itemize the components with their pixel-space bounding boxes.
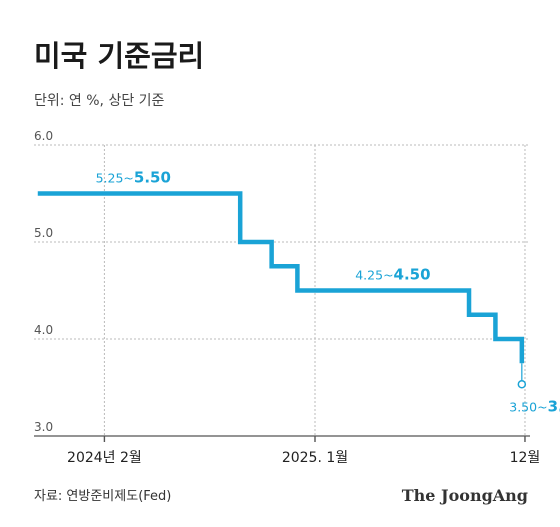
x-tick-label: 2025. 1월 <box>282 450 348 466</box>
y-tick-label: 3.0 <box>34 420 53 434</box>
y-tick-label: 6.0 <box>34 129 53 143</box>
unit-label: 단위: 연 %, 상단 기준 <box>34 93 165 109</box>
y-axis-ticks: 6.0 5.0 4.0 3.0 <box>34 129 53 434</box>
rate-range-low: 3.50~ <box>509 399 547 414</box>
chart-title: 미국 기준금리 <box>34 39 204 73</box>
rate-step-line <box>37 191 525 364</box>
series <box>37 191 527 389</box>
rate-range-label: 5.25~5.50 <box>96 169 171 187</box>
rate-range-low: 4.25~ <box>355 268 393 283</box>
x-tick-label: 2024년 2월 <box>67 450 142 466</box>
end-point-marker <box>517 380 527 389</box>
publisher-logo: The JoongAng <box>402 486 528 505</box>
rate-range-high: 4.50 <box>394 266 431 284</box>
x-tick-label: 12월 <box>510 450 541 466</box>
rate-range-high: 3.75 <box>548 397 560 415</box>
source-note: 자료: 연방준비제도(Fed) <box>34 489 171 504</box>
annotations: 5.25~5.50 4.25~4.50 3.50~3.75 <box>96 169 560 416</box>
rate-range-label: 4.25~4.50 <box>355 266 430 284</box>
y-tick-label: 5.0 <box>34 226 53 240</box>
rate-range-label: 3.50~3.75 <box>509 397 560 415</box>
rate-range-low: 5.25~ <box>96 171 134 186</box>
y-tick-label: 4.0 <box>34 323 53 337</box>
x-axis-ticks: 2024년 2월 2025. 1월 12월 <box>67 436 540 466</box>
rate-range-high: 5.50 <box>134 169 171 187</box>
